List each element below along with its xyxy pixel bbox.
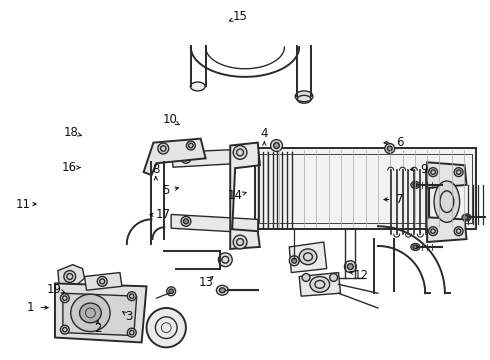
- Ellipse shape: [302, 274, 310, 282]
- Ellipse shape: [454, 227, 463, 236]
- Ellipse shape: [181, 216, 191, 226]
- Ellipse shape: [454, 168, 463, 176]
- Ellipse shape: [233, 235, 247, 249]
- Ellipse shape: [241, 149, 249, 157]
- Bar: [259, 154, 472, 223]
- Ellipse shape: [385, 144, 394, 153]
- Bar: [255, 148, 476, 229]
- Ellipse shape: [60, 294, 69, 302]
- Ellipse shape: [127, 328, 136, 337]
- Ellipse shape: [181, 153, 191, 163]
- Ellipse shape: [413, 183, 418, 187]
- Text: 1: 1: [26, 301, 34, 314]
- Text: 5: 5: [162, 184, 169, 197]
- Ellipse shape: [429, 227, 438, 236]
- Ellipse shape: [310, 276, 330, 292]
- Polygon shape: [299, 273, 341, 296]
- Ellipse shape: [183, 156, 188, 161]
- Ellipse shape: [411, 243, 420, 251]
- Polygon shape: [171, 148, 260, 167]
- Text: 17: 17: [155, 208, 171, 221]
- Ellipse shape: [219, 253, 232, 267]
- Ellipse shape: [295, 91, 313, 102]
- Ellipse shape: [413, 245, 418, 249]
- Ellipse shape: [158, 143, 169, 154]
- Text: 3: 3: [125, 310, 133, 323]
- Text: 19: 19: [47, 283, 62, 296]
- Text: 13: 13: [199, 276, 214, 289]
- Ellipse shape: [64, 271, 75, 282]
- Text: 7: 7: [395, 193, 403, 206]
- Text: 15: 15: [233, 10, 247, 23]
- Text: 11: 11: [16, 198, 30, 211]
- Text: 2: 2: [94, 322, 101, 336]
- Ellipse shape: [462, 214, 471, 221]
- Ellipse shape: [71, 294, 110, 332]
- Ellipse shape: [190, 82, 205, 91]
- Polygon shape: [63, 293, 137, 336]
- Ellipse shape: [289, 256, 299, 266]
- Ellipse shape: [183, 219, 188, 224]
- Ellipse shape: [434, 181, 460, 222]
- Text: 6: 6: [395, 136, 403, 149]
- Text: 16: 16: [61, 161, 76, 174]
- Ellipse shape: [270, 140, 282, 152]
- Polygon shape: [230, 143, 260, 249]
- Ellipse shape: [147, 308, 186, 347]
- Polygon shape: [58, 265, 84, 286]
- Text: 10: 10: [163, 113, 178, 126]
- Ellipse shape: [217, 285, 228, 295]
- Ellipse shape: [347, 264, 353, 270]
- Ellipse shape: [330, 274, 338, 282]
- Ellipse shape: [167, 287, 175, 296]
- Text: 18: 18: [64, 126, 79, 139]
- Polygon shape: [144, 139, 206, 175]
- Ellipse shape: [220, 288, 225, 293]
- Ellipse shape: [243, 152, 247, 156]
- Text: 9: 9: [420, 163, 427, 176]
- Polygon shape: [171, 215, 258, 233]
- Ellipse shape: [429, 168, 438, 176]
- Ellipse shape: [60, 325, 69, 334]
- Ellipse shape: [344, 261, 356, 273]
- Text: 8: 8: [152, 163, 159, 176]
- Ellipse shape: [79, 303, 101, 323]
- Ellipse shape: [98, 276, 107, 286]
- Ellipse shape: [292, 258, 296, 263]
- Text: 12: 12: [353, 269, 368, 282]
- Ellipse shape: [186, 141, 196, 150]
- Text: 14: 14: [228, 189, 243, 202]
- Polygon shape: [84, 273, 122, 290]
- Ellipse shape: [299, 249, 317, 265]
- Ellipse shape: [233, 145, 247, 159]
- Polygon shape: [55, 283, 147, 342]
- Ellipse shape: [464, 215, 469, 219]
- Polygon shape: [427, 162, 466, 242]
- Text: 4: 4: [261, 127, 268, 140]
- Ellipse shape: [127, 292, 136, 301]
- Ellipse shape: [387, 146, 392, 151]
- Polygon shape: [289, 242, 327, 273]
- Ellipse shape: [411, 181, 420, 188]
- Ellipse shape: [169, 289, 173, 293]
- Ellipse shape: [273, 143, 279, 148]
